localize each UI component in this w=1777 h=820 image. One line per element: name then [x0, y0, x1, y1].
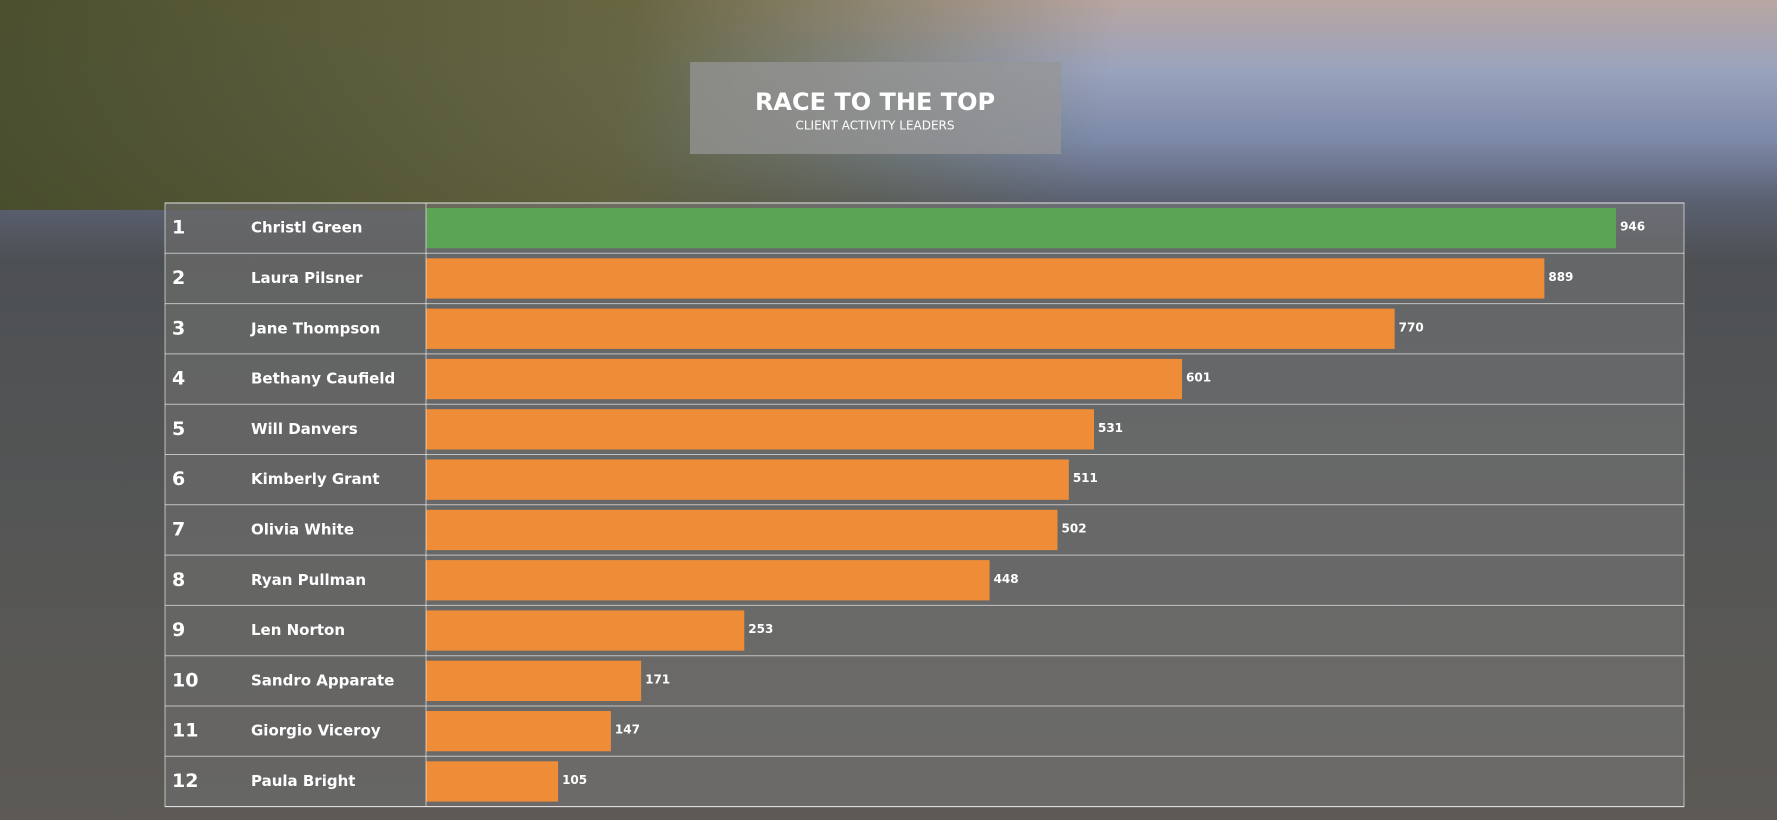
bar	[426, 660, 642, 701]
bar	[426, 560, 990, 601]
name-label: Paula Bright	[251, 772, 355, 790]
name-label: Sandro Apparate	[251, 671, 394, 689]
rank-label: 4	[172, 368, 185, 390]
name-label: Jane Thompson	[250, 319, 380, 337]
chart-title: RACE TO THE TOP	[755, 88, 995, 116]
name-label: Kimberly Grant	[251, 470, 380, 488]
rank-label: 8	[172, 569, 185, 591]
value-label: 105	[562, 773, 587, 787]
rank-label: 11	[172, 720, 198, 742]
chart-subtitle: CLIENT ACTIVITY LEADERS	[795, 119, 954, 133]
rank-label: 3	[172, 317, 185, 339]
bar	[426, 258, 1545, 299]
name-label: Ryan Pullman	[251, 571, 366, 589]
rank-label: 7	[172, 518, 185, 540]
rank-label: 2	[172, 267, 185, 289]
table-border	[164, 202, 1685, 808]
name-label: Olivia White	[251, 520, 354, 538]
rank-label: 6	[172, 468, 185, 490]
bar	[426, 459, 1069, 500]
value-label: 601	[1186, 371, 1211, 385]
bar	[426, 208, 1617, 249]
bar	[426, 308, 1395, 349]
value-label: 171	[645, 672, 670, 686]
name-label: Len Norton	[251, 621, 345, 639]
value-label: 531	[1098, 421, 1123, 435]
rank-label: 1	[172, 217, 185, 239]
name-label: Laura Pilsner	[251, 269, 363, 287]
rank-label: 10	[172, 669, 198, 691]
bar	[426, 409, 1094, 450]
name-label: Giorgio Viceroy	[251, 722, 381, 740]
title-box	[690, 62, 1061, 154]
bar	[426, 711, 611, 752]
rank-label: 5	[172, 418, 185, 440]
name-label: Christl Green	[251, 219, 362, 237]
value-label: 889	[1548, 270, 1573, 284]
bar	[426, 761, 559, 802]
value-label: 946	[1620, 220, 1645, 234]
rank-label: 9	[172, 619, 185, 641]
bar	[426, 358, 1183, 400]
value-label: 511	[1073, 471, 1098, 485]
value-label: 448	[994, 572, 1019, 586]
value-label: 253	[748, 622, 773, 636]
value-label: 502	[1062, 521, 1087, 535]
value-label: 770	[1399, 320, 1424, 334]
name-label: Bethany Caufield	[251, 370, 395, 388]
value-label: 147	[615, 723, 640, 737]
rank-label: 12	[172, 770, 198, 792]
name-label: Will Danvers	[251, 420, 358, 438]
bar	[426, 610, 745, 651]
bar	[426, 509, 1058, 551]
